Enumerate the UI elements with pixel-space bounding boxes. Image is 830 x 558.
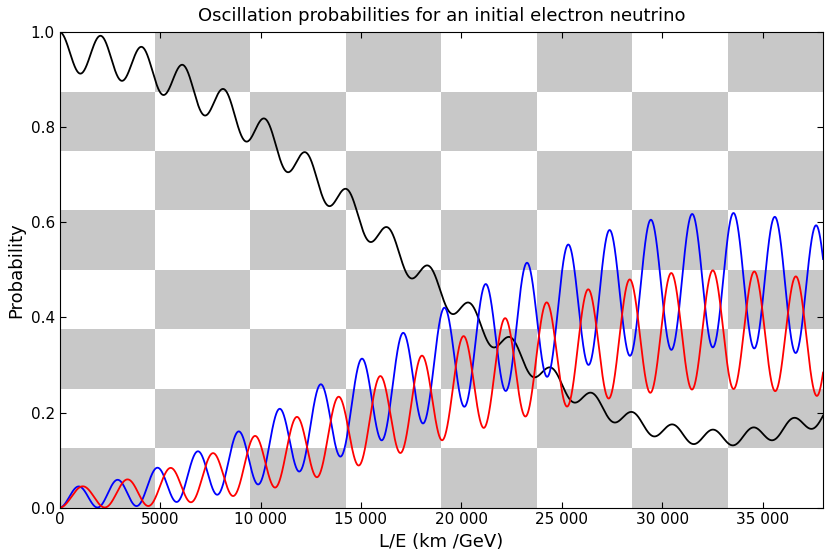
Bar — [632, 270, 728, 329]
Bar — [537, 32, 632, 92]
Bar — [537, 151, 632, 210]
Title: Oscillation probabilities for an initial electron neutrino: Oscillation probabilities for an initial… — [198, 7, 685, 25]
Bar — [537, 389, 632, 448]
Bar — [155, 329, 251, 389]
Bar — [60, 32, 155, 92]
Bar — [442, 270, 537, 329]
Bar — [728, 270, 823, 329]
Bar — [251, 151, 346, 210]
Bar — [155, 270, 251, 329]
Bar — [60, 448, 155, 508]
Bar — [60, 210, 155, 270]
Bar — [537, 92, 632, 151]
Bar — [728, 389, 823, 448]
Bar — [728, 92, 823, 151]
Bar — [442, 389, 537, 448]
Bar — [728, 151, 823, 210]
Bar — [632, 151, 728, 210]
Bar — [442, 92, 537, 151]
Bar — [155, 92, 251, 151]
Bar — [346, 151, 442, 210]
Bar — [60, 151, 155, 210]
Bar — [632, 210, 728, 270]
Bar — [155, 32, 251, 92]
Bar — [442, 151, 537, 210]
Bar — [251, 270, 346, 329]
Bar — [251, 210, 346, 270]
Bar — [537, 329, 632, 389]
Bar — [728, 448, 823, 508]
Y-axis label: Probability: Probability — [7, 222, 25, 318]
Bar — [251, 448, 346, 508]
Bar — [632, 92, 728, 151]
Bar — [346, 448, 442, 508]
Bar — [632, 329, 728, 389]
Bar — [346, 329, 442, 389]
Bar — [346, 92, 442, 151]
Bar — [346, 389, 442, 448]
Bar — [632, 32, 728, 92]
Bar — [346, 32, 442, 92]
Bar — [632, 389, 728, 448]
Bar — [155, 389, 251, 448]
Bar — [60, 389, 155, 448]
Bar — [346, 210, 442, 270]
Bar — [728, 32, 823, 92]
Bar — [251, 32, 346, 92]
Bar — [442, 210, 537, 270]
Bar — [632, 448, 728, 508]
Bar — [728, 329, 823, 389]
Bar — [60, 270, 155, 329]
Bar — [60, 329, 155, 389]
Bar — [251, 389, 346, 448]
X-axis label: L/E (km /GeV): L/E (km /GeV) — [379, 533, 504, 551]
Bar — [537, 448, 632, 508]
Bar — [442, 329, 537, 389]
Bar — [728, 210, 823, 270]
Bar — [155, 210, 251, 270]
Bar — [346, 270, 442, 329]
Bar — [60, 92, 155, 151]
Bar — [155, 151, 251, 210]
Bar — [251, 92, 346, 151]
Bar — [155, 448, 251, 508]
Bar — [442, 448, 537, 508]
Bar — [537, 270, 632, 329]
Bar — [537, 210, 632, 270]
Bar — [442, 32, 537, 92]
Bar — [251, 329, 346, 389]
